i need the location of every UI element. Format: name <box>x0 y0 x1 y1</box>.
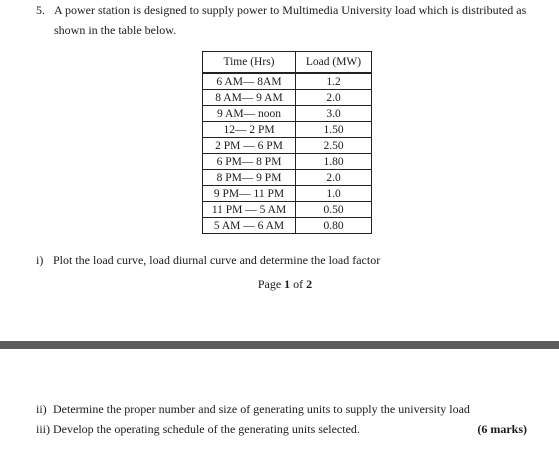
question-text-line-1: 5. A power station is designed to supply … <box>36 3 526 18</box>
table-cell-time: 11 PM — 5 AM <box>202 201 296 218</box>
table-cell-load: 0.80 <box>295 217 372 234</box>
table-cell-time: 5 AM — 6 AM <box>202 217 296 234</box>
question-number: 5. <box>36 3 45 17</box>
table-cell-time: 12— 2 PM <box>202 121 296 138</box>
page-of: of <box>293 277 304 291</box>
part-iii-text: Develop the operating schedule of the ge… <box>53 422 360 436</box>
table-header-time: Time (Hrs) <box>202 51 296 74</box>
page-current: 1 <box>284 277 291 291</box>
part-iii: iii) Develop the operating schedule of th… <box>36 422 360 437</box>
table-row: 2 PM — 6 PM 2.50 <box>202 137 372 154</box>
page-number: Page 1 of 2 <box>0 277 559 292</box>
part-ii-label: ii) <box>36 402 47 416</box>
part-iii-label: iii) <box>36 422 50 436</box>
table-row: 6 PM— 8 PM 1.80 <box>202 153 372 170</box>
table-cell-time: 2 PM — 6 PM <box>202 137 296 154</box>
table-cell-time: 8 PM— 9 PM <box>202 169 296 186</box>
table-cell-load: 0.50 <box>295 201 372 218</box>
part-i-text: Plot the load curve, load diurnal curve … <box>53 253 381 267</box>
part-ii-text: Determine the proper number and size of … <box>53 402 470 416</box>
table-row: 6 AM— 8AM 1.2 <box>202 72 372 90</box>
table-row: 11 PM — 5 AM 0.50 <box>202 201 372 218</box>
table-row: 9 PM— 11 PM 1.0 <box>202 185 372 202</box>
table-cell-load: 1.2 <box>295 72 372 90</box>
table-cell-load: 1.50 <box>295 121 372 138</box>
table-cell-time: 6 AM— 8AM <box>202 72 296 90</box>
part-ii: ii) Determine the proper number and size … <box>36 402 470 417</box>
table-cell-load: 2.0 <box>295 169 372 186</box>
table-row: 5 AM — 6 AM 0.80 <box>202 217 372 234</box>
table-cell-time: 6 PM— 8 PM <box>202 153 296 170</box>
part-i-label: i) <box>36 253 44 267</box>
page-total: 2 <box>306 277 313 291</box>
table-header-row: Time (Hrs) Load (MW) <box>202 51 372 74</box>
table-cell-load: 2.50 <box>295 137 372 154</box>
table-cell-load: 1.0 <box>295 185 372 202</box>
table-cell-load: 3.0 <box>295 105 372 122</box>
table-row: 9 AM— noon 3.0 <box>202 105 372 122</box>
page-break-divider <box>0 341 559 349</box>
table-cell-time: 9 PM— 11 PM <box>202 185 296 202</box>
table-row: 8 PM— 9 PM 2.0 <box>202 169 372 186</box>
table-cell-load: 2.0 <box>295 89 372 106</box>
marks-label: (6 marks) <box>477 422 527 436</box>
table-cell-load: 1.80 <box>295 153 372 170</box>
table-header-load: Load (MW) <box>295 51 372 74</box>
table-row: 8 AM— 9 AM 2.0 <box>202 89 372 106</box>
load-table: Time (Hrs) Load (MW) 6 AM— 8AM 1.2 8 AM—… <box>202 51 372 234</box>
page-prefix: Page <box>257 277 282 291</box>
question-text-line-2: shown in the table below. <box>54 23 177 37</box>
table-row: 12— 2 PM 1.50 <box>202 121 372 138</box>
part-i: i) Plot the load curve, load diurnal curv… <box>36 253 380 268</box>
table-cell-time: 8 AM— 9 AM <box>202 89 296 106</box>
question-text: A power station is designed to supply po… <box>54 3 527 17</box>
table-cell-time: 9 AM— noon <box>202 105 296 122</box>
